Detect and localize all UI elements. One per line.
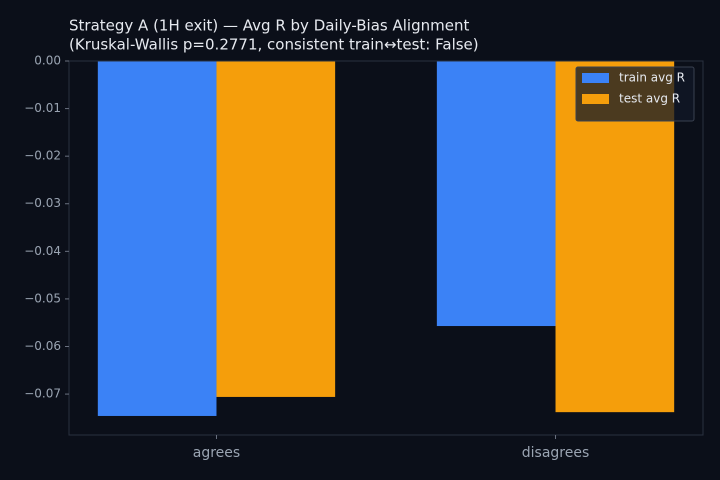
y-tick-label: −0.01: [24, 101, 61, 115]
y-tick-label: −0.03: [24, 196, 61, 210]
chart-subtitle: (Kruskal-Wallis p=0.2771, consistent tra…: [69, 36, 479, 54]
y-tick-label: 0.00: [34, 54, 61, 68]
bar: [97, 61, 217, 416]
legend-label: train avg R: [619, 71, 685, 85]
y-tick-label: −0.04: [24, 244, 61, 258]
x-tick-label: agrees: [193, 445, 240, 461]
bar: [216, 61, 336, 397]
legend-swatch: [582, 73, 609, 83]
y-tick-label: −0.02: [24, 149, 61, 163]
x-tick-label: disagrees: [522, 445, 590, 461]
y-tick-label: −0.05: [24, 291, 61, 305]
bar: [436, 61, 556, 327]
legend-swatch: [582, 94, 609, 104]
legend-label: test avg R: [619, 92, 680, 106]
y-tick-label: −0.07: [24, 387, 61, 401]
plot-frame: [68, 60, 704, 436]
chart-title: Strategy A (1H exit) — Avg R by Daily-Bi…: [69, 17, 469, 35]
legend: train avg R test avg R: [575, 66, 695, 122]
y-tick-label: −0.06: [24, 339, 61, 353]
